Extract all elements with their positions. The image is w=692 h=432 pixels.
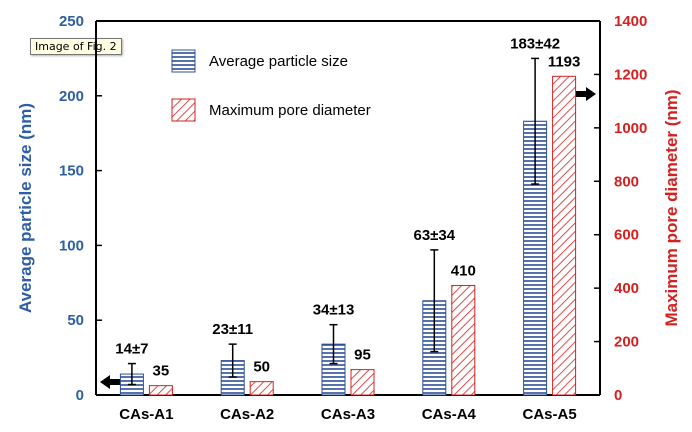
legend-label-maximum-pore-diameter: Maximum pore diameter bbox=[209, 102, 371, 119]
data-label-pore-diameter: 50 bbox=[253, 359, 270, 376]
right-tick-label: 1000 bbox=[614, 120, 647, 137]
right-tick-label: 1400 bbox=[614, 13, 647, 30]
left-tick-label: 0 bbox=[76, 387, 84, 404]
right-tick-label: 0 bbox=[614, 387, 622, 404]
data-label-pore-diameter: 35 bbox=[153, 363, 170, 380]
data-label-pore-diameter: 95 bbox=[354, 347, 371, 364]
left-tick-label: 250 bbox=[59, 13, 84, 30]
right-axis-arrow bbox=[566, 87, 596, 101]
x-tick-label: CAs-A5 bbox=[523, 406, 577, 423]
bar-maximum-pore-diameter bbox=[249, 381, 274, 396]
bar-maximum-pore-diameter bbox=[350, 369, 375, 396]
right-tick-label: 600 bbox=[614, 227, 639, 244]
left-tick-label: 150 bbox=[59, 163, 84, 180]
data-label-particle-size: 183±42 bbox=[510, 35, 560, 52]
x-tick-label: CAs-A1 bbox=[119, 406, 173, 423]
legend-swatch-average-particle-size bbox=[171, 49, 196, 73]
bar-maximum-pore-diameter bbox=[148, 385, 173, 396]
x-tick-label: CAs-A2 bbox=[220, 406, 274, 423]
right-tick-label: 200 bbox=[614, 334, 639, 351]
data-label-pore-diameter: 410 bbox=[451, 262, 476, 279]
left-tick-label: 100 bbox=[59, 237, 84, 254]
legend-swatch-maximum-pore-diameter bbox=[171, 98, 196, 122]
data-label-particle-size: 14±7 bbox=[115, 341, 148, 358]
left-tick-label: 200 bbox=[59, 88, 84, 105]
legend-label-average-particle-size: Average particle size bbox=[209, 53, 348, 70]
x-tick-label: CAs-A3 bbox=[321, 406, 375, 423]
data-label-particle-size: 23±11 bbox=[212, 321, 253, 338]
right-tick-label: 400 bbox=[614, 280, 639, 297]
data-label-particle-size: 63±34 bbox=[413, 227, 455, 244]
left-tick-label: 50 bbox=[67, 312, 84, 329]
left-axis-arrow bbox=[100, 375, 135, 389]
data-label-particle-size: 34±13 bbox=[313, 302, 355, 319]
right-tick-label: 1200 bbox=[614, 66, 647, 83]
right-tick-label: 800 bbox=[614, 173, 639, 190]
y-axis-title: Average particle size (nm) bbox=[16, 103, 35, 313]
data-label-pore-diameter: 1193 bbox=[548, 53, 581, 70]
bar-maximum-pore-diameter bbox=[451, 284, 476, 396]
y2-axis-title: Maximum pore diameter (nm) bbox=[662, 89, 681, 326]
bar-maximum-pore-diameter bbox=[552, 75, 577, 396]
x-tick-label: CAs-A4 bbox=[422, 406, 477, 423]
